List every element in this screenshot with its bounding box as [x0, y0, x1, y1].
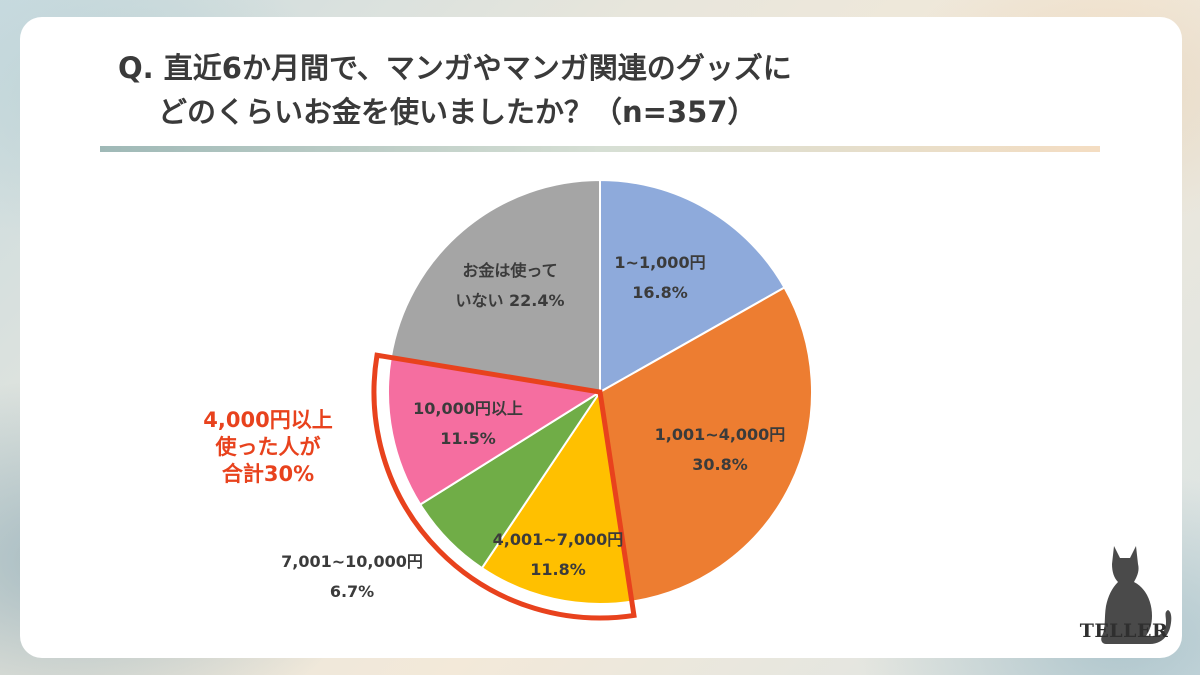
pie-slice — [480, 389, 633, 605]
pie-slice — [598, 286, 813, 603]
cat-silhouette-icon — [1101, 546, 1172, 644]
slice-label: 10,000円以上 11.5% — [413, 399, 523, 448]
slice-label: お金は使っていない 22.4% — [455, 261, 564, 310]
brand-logo-text: TELLER — [1079, 620, 1169, 642]
slice-label: 7,001~10,000円 6.7% — [281, 552, 423, 601]
chart-title: Q. 直近6か月間で、マンガやマンガ関連のグッズに どのくらいお金を使いましたか… — [118, 46, 792, 134]
pie-slice — [389, 178, 601, 394]
slice-label: 1~1,000円 16.8% — [614, 253, 705, 302]
slice-label: 1,001~4,000円 30.8% — [655, 425, 786, 474]
title-divider — [100, 146, 1100, 152]
callout-label: 4,000円以上使った人が合計30% — [203, 408, 332, 486]
slice-label: 4,001~7,000円 11.8% — [493, 530, 624, 579]
pie-slice — [387, 356, 603, 506]
title-line-1: Q. 直近6か月間で、マンガやマンガ関連のグッズに — [118, 51, 792, 85]
highlight-outline — [371, 352, 637, 621]
title-line-2: どのくらいお金を使いましたか？（n=357） — [158, 95, 757, 129]
pie-slice — [599, 178, 786, 394]
